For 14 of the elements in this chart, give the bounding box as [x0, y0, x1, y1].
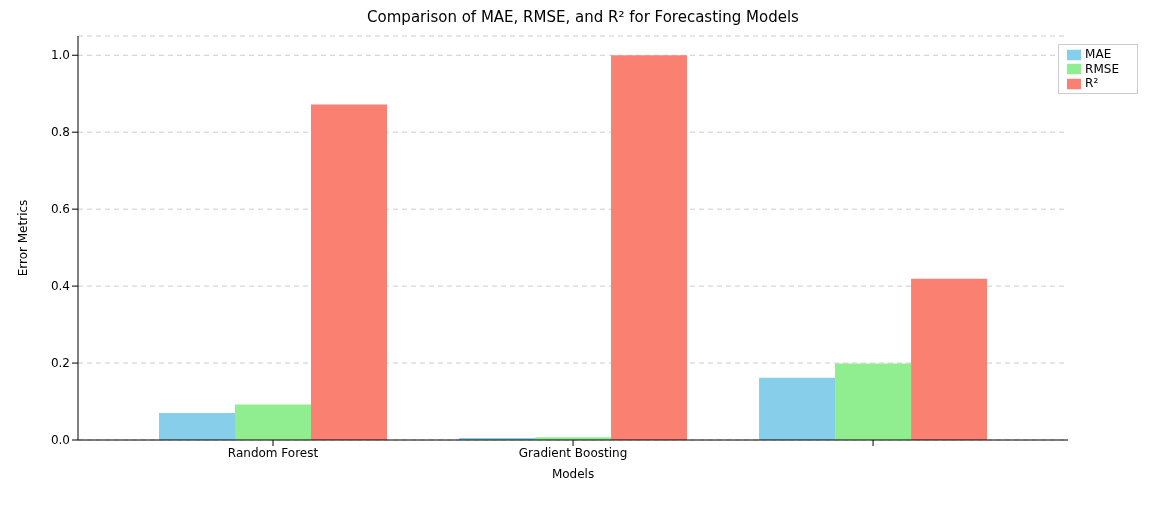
y-tick-label: 0.6 — [50, 202, 70, 217]
x-tick-label: Random Forest — [227, 445, 319, 460]
y-tick-label: 0.4 — [50, 279, 70, 294]
y-tick-label: 0.0 — [50, 433, 70, 448]
legend-label: R² — [1085, 76, 1099, 90]
y-tick-label: 1.0 — [50, 48, 70, 63]
y-tick-label: 0.2 — [50, 356, 70, 371]
legend-label: RMSE — [1085, 61, 1119, 76]
x-axis-title: Models — [551, 467, 595, 481]
legend-label: MAE — [1085, 47, 1112, 61]
x-tick-label: Gradient Boosting — [518, 445, 628, 460]
y-tick-label: 0.8 — [50, 125, 70, 140]
chart-title: Comparison of MAE, RMSE, and R² for Forecasting Models — [366, 8, 800, 28]
y-axis-title: Error Metrics — [16, 199, 31, 277]
